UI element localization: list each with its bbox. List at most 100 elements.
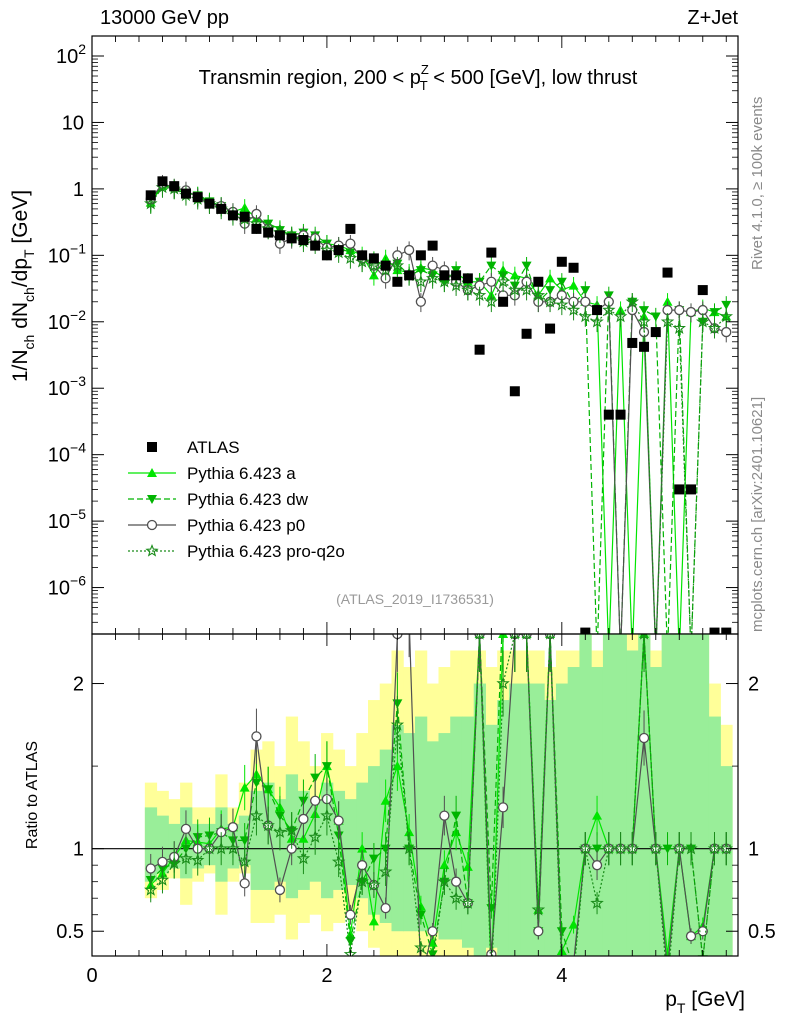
- atlas-point: [145, 190, 156, 201]
- data-point: [674, 304, 685, 316]
- series-line-0: [150, 185, 727, 634]
- ratio-point: [345, 937, 356, 947]
- data-point: [660, 314, 675, 328]
- data-point: [566, 303, 581, 316]
- ratio-point: [392, 761, 403, 771]
- data-point: [531, 288, 546, 302]
- ratio-point: [180, 823, 192, 835]
- atlas-point: [286, 233, 297, 244]
- ratio-point: [167, 856, 181, 870]
- ratio-point: [390, 717, 405, 731]
- uncertainty-band-inner: [144, 807, 158, 882]
- y-tick-label: 10−6: [48, 573, 86, 600]
- data-point: [672, 321, 687, 334]
- legend-marker: [147, 468, 157, 477]
- legend-marker: [146, 519, 158, 531]
- uncertainty-band-inner: [368, 766, 381, 915]
- atlas-point: [392, 276, 403, 287]
- main-panel: 102 10 1 10−1 10−2 10−3 10−4 10−5 10−6 Transmin …: [9, 35, 739, 635]
- atlas-point: [439, 270, 450, 281]
- data-point: [403, 244, 415, 256]
- ratio-point: [685, 931, 697, 942]
- ratio-point: [378, 864, 393, 878]
- ratio-point: [684, 841, 698, 855]
- uncertainty-band-inner: [567, 667, 580, 956]
- legend-entry-label: Pythia 6.423 p0: [187, 516, 305, 535]
- uncertainty-band-inner: [391, 724, 404, 932]
- ratio-point: [157, 856, 168, 868]
- atlas-point: [545, 323, 556, 334]
- ratio-y-tick-label: 2: [73, 674, 84, 696]
- uncertainty-band-inner: [661, 634, 674, 956]
- ratio-point: [439, 810, 450, 821]
- data-point: [602, 303, 616, 316]
- uncertainty-band-inner: [520, 683, 533, 956]
- atlas-point: [486, 247, 497, 258]
- ratio-y-tick-label: 1: [73, 839, 84, 861]
- atlas-point: [427, 240, 438, 251]
- data-point: [709, 308, 720, 318]
- ratio-point: [427, 926, 438, 937]
- uncertainty-band-inner: [473, 683, 486, 956]
- atlas-point: [298, 235, 309, 246]
- ratio-y-tick-label-right: 0.5: [748, 921, 776, 943]
- data-point: [625, 294, 639, 308]
- data-point: [519, 283, 534, 296]
- atlas-point: [674, 484, 685, 495]
- ratio-point: [475, 634, 484, 640]
- data-point: [415, 266, 426, 276]
- atlas-point: [498, 296, 509, 307]
- ratio-y-tick-label-right: 1: [748, 839, 759, 861]
- ratio-point: [320, 808, 334, 822]
- atlas-point: [310, 240, 321, 251]
- ratio-ylabel: Ratio to ATLAS: [24, 741, 41, 849]
- ratio-point: [531, 902, 546, 916]
- ratio-point: [568, 970, 579, 980]
- atlas-point: [662, 267, 673, 278]
- y-tick-label: 10: [62, 112, 84, 134]
- y-tick-label: 10−1: [48, 240, 86, 267]
- atlas-point: [639, 341, 650, 352]
- ratio-point: [697, 955, 708, 956]
- legend-entry-label: ATLAS: [187, 438, 240, 457]
- atlas-point: [227, 210, 238, 221]
- data-point: [719, 309, 734, 323]
- ratio-point: [331, 854, 346, 868]
- ratio-point: [461, 896, 475, 909]
- atlas-point: [157, 176, 168, 187]
- ratio-point: [613, 841, 628, 855]
- ratio-point: [226, 841, 240, 855]
- data-point: [721, 300, 732, 310]
- data-point: [545, 273, 556, 283]
- data-point: [613, 309, 628, 323]
- ratio-point: [404, 827, 415, 837]
- data-point: [707, 321, 722, 334]
- ratio-point: [545, 634, 555, 640]
- atlas-point: [686, 484, 697, 495]
- data-point: [390, 258, 405, 272]
- ratio-point: [380, 795, 391, 805]
- data-point: [345, 238, 356, 249]
- ratio-point: [356, 860, 368, 871]
- ratio-point: [450, 876, 462, 887]
- ratio-point: [486, 979, 497, 989]
- data-point: [685, 306, 697, 318]
- ratio-point: [569, 958, 578, 967]
- data-point: [508, 283, 522, 296]
- data-point: [580, 296, 591, 307]
- uncertainty-band-inner: [508, 683, 522, 956]
- process-label: Z+Jet: [687, 7, 738, 29]
- uncertainty-band-inner: [614, 634, 627, 956]
- atlas-point: [404, 270, 415, 281]
- y-tick-label: 10−2: [48, 307, 86, 334]
- main-ylabel: 1/Nch dNch/dpT [GeV]: [9, 190, 37, 382]
- ratio-point: [498, 597, 508, 606]
- uncertainty-band-inner: [638, 634, 651, 956]
- atlas-point: [368, 253, 379, 264]
- ratio-frame: [91, 633, 739, 957]
- ratio-point: [697, 926, 708, 937]
- series-line-3: [150, 186, 727, 634]
- atlas-point: [627, 337, 638, 348]
- y-tick-label: 10−3: [48, 373, 86, 400]
- ratio-point: [649, 841, 663, 855]
